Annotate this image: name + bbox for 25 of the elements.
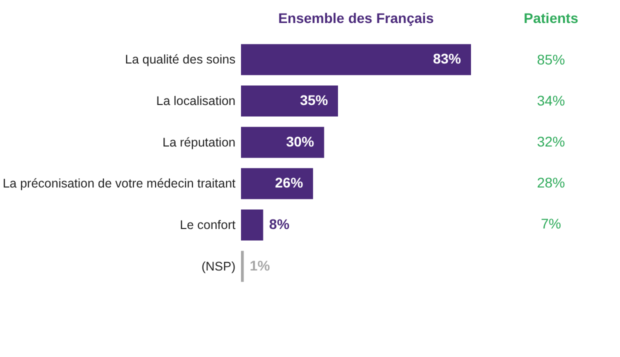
y-tick-label: La réputation (162, 135, 236, 150)
bar (241, 168, 314, 200)
bar (241, 126, 324, 158)
text: Patients (524, 10, 578, 26)
bar (241, 250, 244, 282)
data-label: 7% (540, 216, 562, 232)
data-label: 34% (536, 92, 566, 108)
data-label: 85% (536, 52, 566, 68)
data-label: 83% (432, 50, 462, 67)
y-tick-label: (NSP) (201, 259, 236, 274)
data-label: 32% (536, 134, 566, 150)
bar (241, 44, 471, 76)
data-label: 26% (275, 174, 304, 191)
data-label: 28% (536, 174, 566, 190)
bar (241, 210, 264, 241)
data-label: 35% (300, 92, 329, 108)
bar (241, 85, 338, 116)
data-label: 1% (250, 257, 271, 274)
data-label: 8% (269, 216, 290, 232)
chart-title: Ensemble des Français (278, 10, 434, 26)
y-tick-label: La qualité des soins (125, 52, 236, 67)
y-tick-label: Le confort (180, 218, 236, 232)
y-tick-label: La localisation (156, 94, 236, 108)
y-tick-label: La préconisation de votre médecin traitant (2, 176, 236, 191)
data-label: 30% (286, 133, 315, 150)
